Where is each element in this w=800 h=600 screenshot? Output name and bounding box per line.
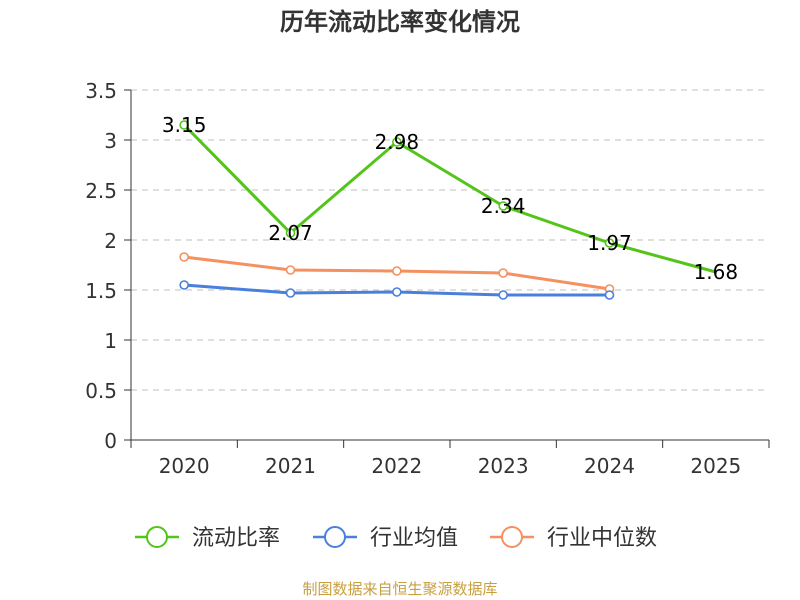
data-label: 1.97 (587, 231, 632, 255)
grid-lines (131, 89, 769, 391)
data-point (179, 280, 189, 290)
y-tick-label: 2.5 (85, 179, 117, 203)
chart-title: 历年流动比率变化情况 (280, 8, 520, 36)
legend-label: 流动比率 (192, 526, 280, 551)
data-label: 1.68 (694, 260, 739, 284)
data-label: 2.98 (375, 130, 420, 154)
data-label: 3.15 (162, 113, 207, 137)
y-tick-label: 3.5 (85, 79, 117, 103)
data-point (498, 268, 508, 278)
y-tick-label: 2 (104, 229, 117, 253)
x-tick-label: 2021 (265, 454, 316, 478)
y-tick-label: 1 (104, 329, 117, 353)
data-point (392, 137, 402, 147)
legend-label: 行业中位数 (547, 526, 657, 551)
y-tick-label: 0 (104, 429, 117, 453)
x-tick-label: 2025 (690, 454, 741, 478)
y-tick-label: 1.5 (85, 279, 117, 303)
legend-label: 行业均值 (370, 526, 458, 551)
x-tick-label: 2022 (371, 454, 422, 478)
data-point (392, 266, 402, 276)
data-point (179, 120, 189, 130)
legend-marker (324, 526, 346, 548)
data-point (392, 287, 402, 297)
y-tick-label: 0.5 (85, 379, 117, 403)
data-point (498, 290, 508, 300)
data-point (604, 290, 615, 300)
data-point (604, 238, 615, 248)
data-labels: 3.15 2.07 2.98 2.34 1.97 1.68 (162, 113, 738, 284)
y-tick-label: 3 (104, 129, 117, 153)
legend-marker (146, 526, 168, 548)
data-label: 2.07 (268, 221, 313, 245)
data-label: 2.34 (481, 194, 526, 218)
data-point (285, 265, 296, 275)
data-point (498, 201, 508, 211)
data-point (179, 252, 189, 262)
legend-marker (501, 526, 523, 548)
x-tick-label: 2020 (159, 454, 210, 478)
source-footer: 制图数据来自恒生聚源数据库 (302, 580, 498, 598)
axes: 0 0.5 1 1.5 2 2.5 3 3.5 2020 2021 2022 2023 2024 2025 (85, 79, 770, 478)
data-point (285, 288, 296, 298)
legend: 流动比率 行业均值 行业中位数 (135, 526, 657, 551)
series-lines (179, 120, 717, 300)
series-line (183, 123, 717, 274)
data-point (285, 228, 296, 238)
x-tick-label: 2023 (478, 454, 529, 478)
x-tick-label: 2024 (584, 454, 635, 478)
